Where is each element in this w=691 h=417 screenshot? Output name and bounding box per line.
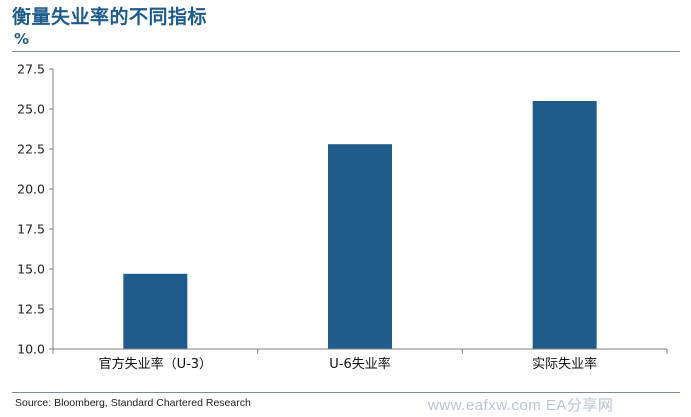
- x-axis-labels: 官方失业率（U-3） U-6失业率 实际失业率: [99, 356, 598, 372]
- bars: [123, 101, 597, 349]
- y-tick-label: 15.0: [17, 262, 45, 277]
- y-axis-ticks: 10.0 12.5 15.0 17.5 20.0 22.5 25.0 27.5: [17, 62, 53, 357]
- y-tick-label: 25.0: [17, 102, 45, 117]
- y-tick-label: 12.5: [17, 302, 45, 317]
- x-tick-label: U-6失业率: [329, 356, 390, 372]
- x-tick-label: 官方失业率（U-3）: [99, 356, 212, 372]
- top-divider: [12, 51, 680, 52]
- bar-2: [328, 144, 392, 349]
- y-tick-label: 27.5: [17, 62, 45, 77]
- unit-label: %: [14, 30, 30, 48]
- watermark: www.eafxw.com EA分享网: [428, 397, 614, 414]
- bar-3: [532, 101, 597, 349]
- x-tick-label: 实际失业率: [532, 356, 597, 372]
- chart-title: 衡量失业率的不同指标: [12, 6, 208, 28]
- y-tick-label: 20.0: [17, 182, 45, 197]
- bottom-divider: [12, 392, 680, 393]
- bar-1: [123, 273, 188, 349]
- axes: [52, 69, 668, 354]
- y-tick-label: 17.5: [17, 222, 45, 237]
- y-tick-label: 22.5: [17, 142, 45, 157]
- source-note: Source: Bloomberg, Standard Chartered Re…: [15, 397, 251, 409]
- y-tick-label: 10.0: [17, 342, 45, 357]
